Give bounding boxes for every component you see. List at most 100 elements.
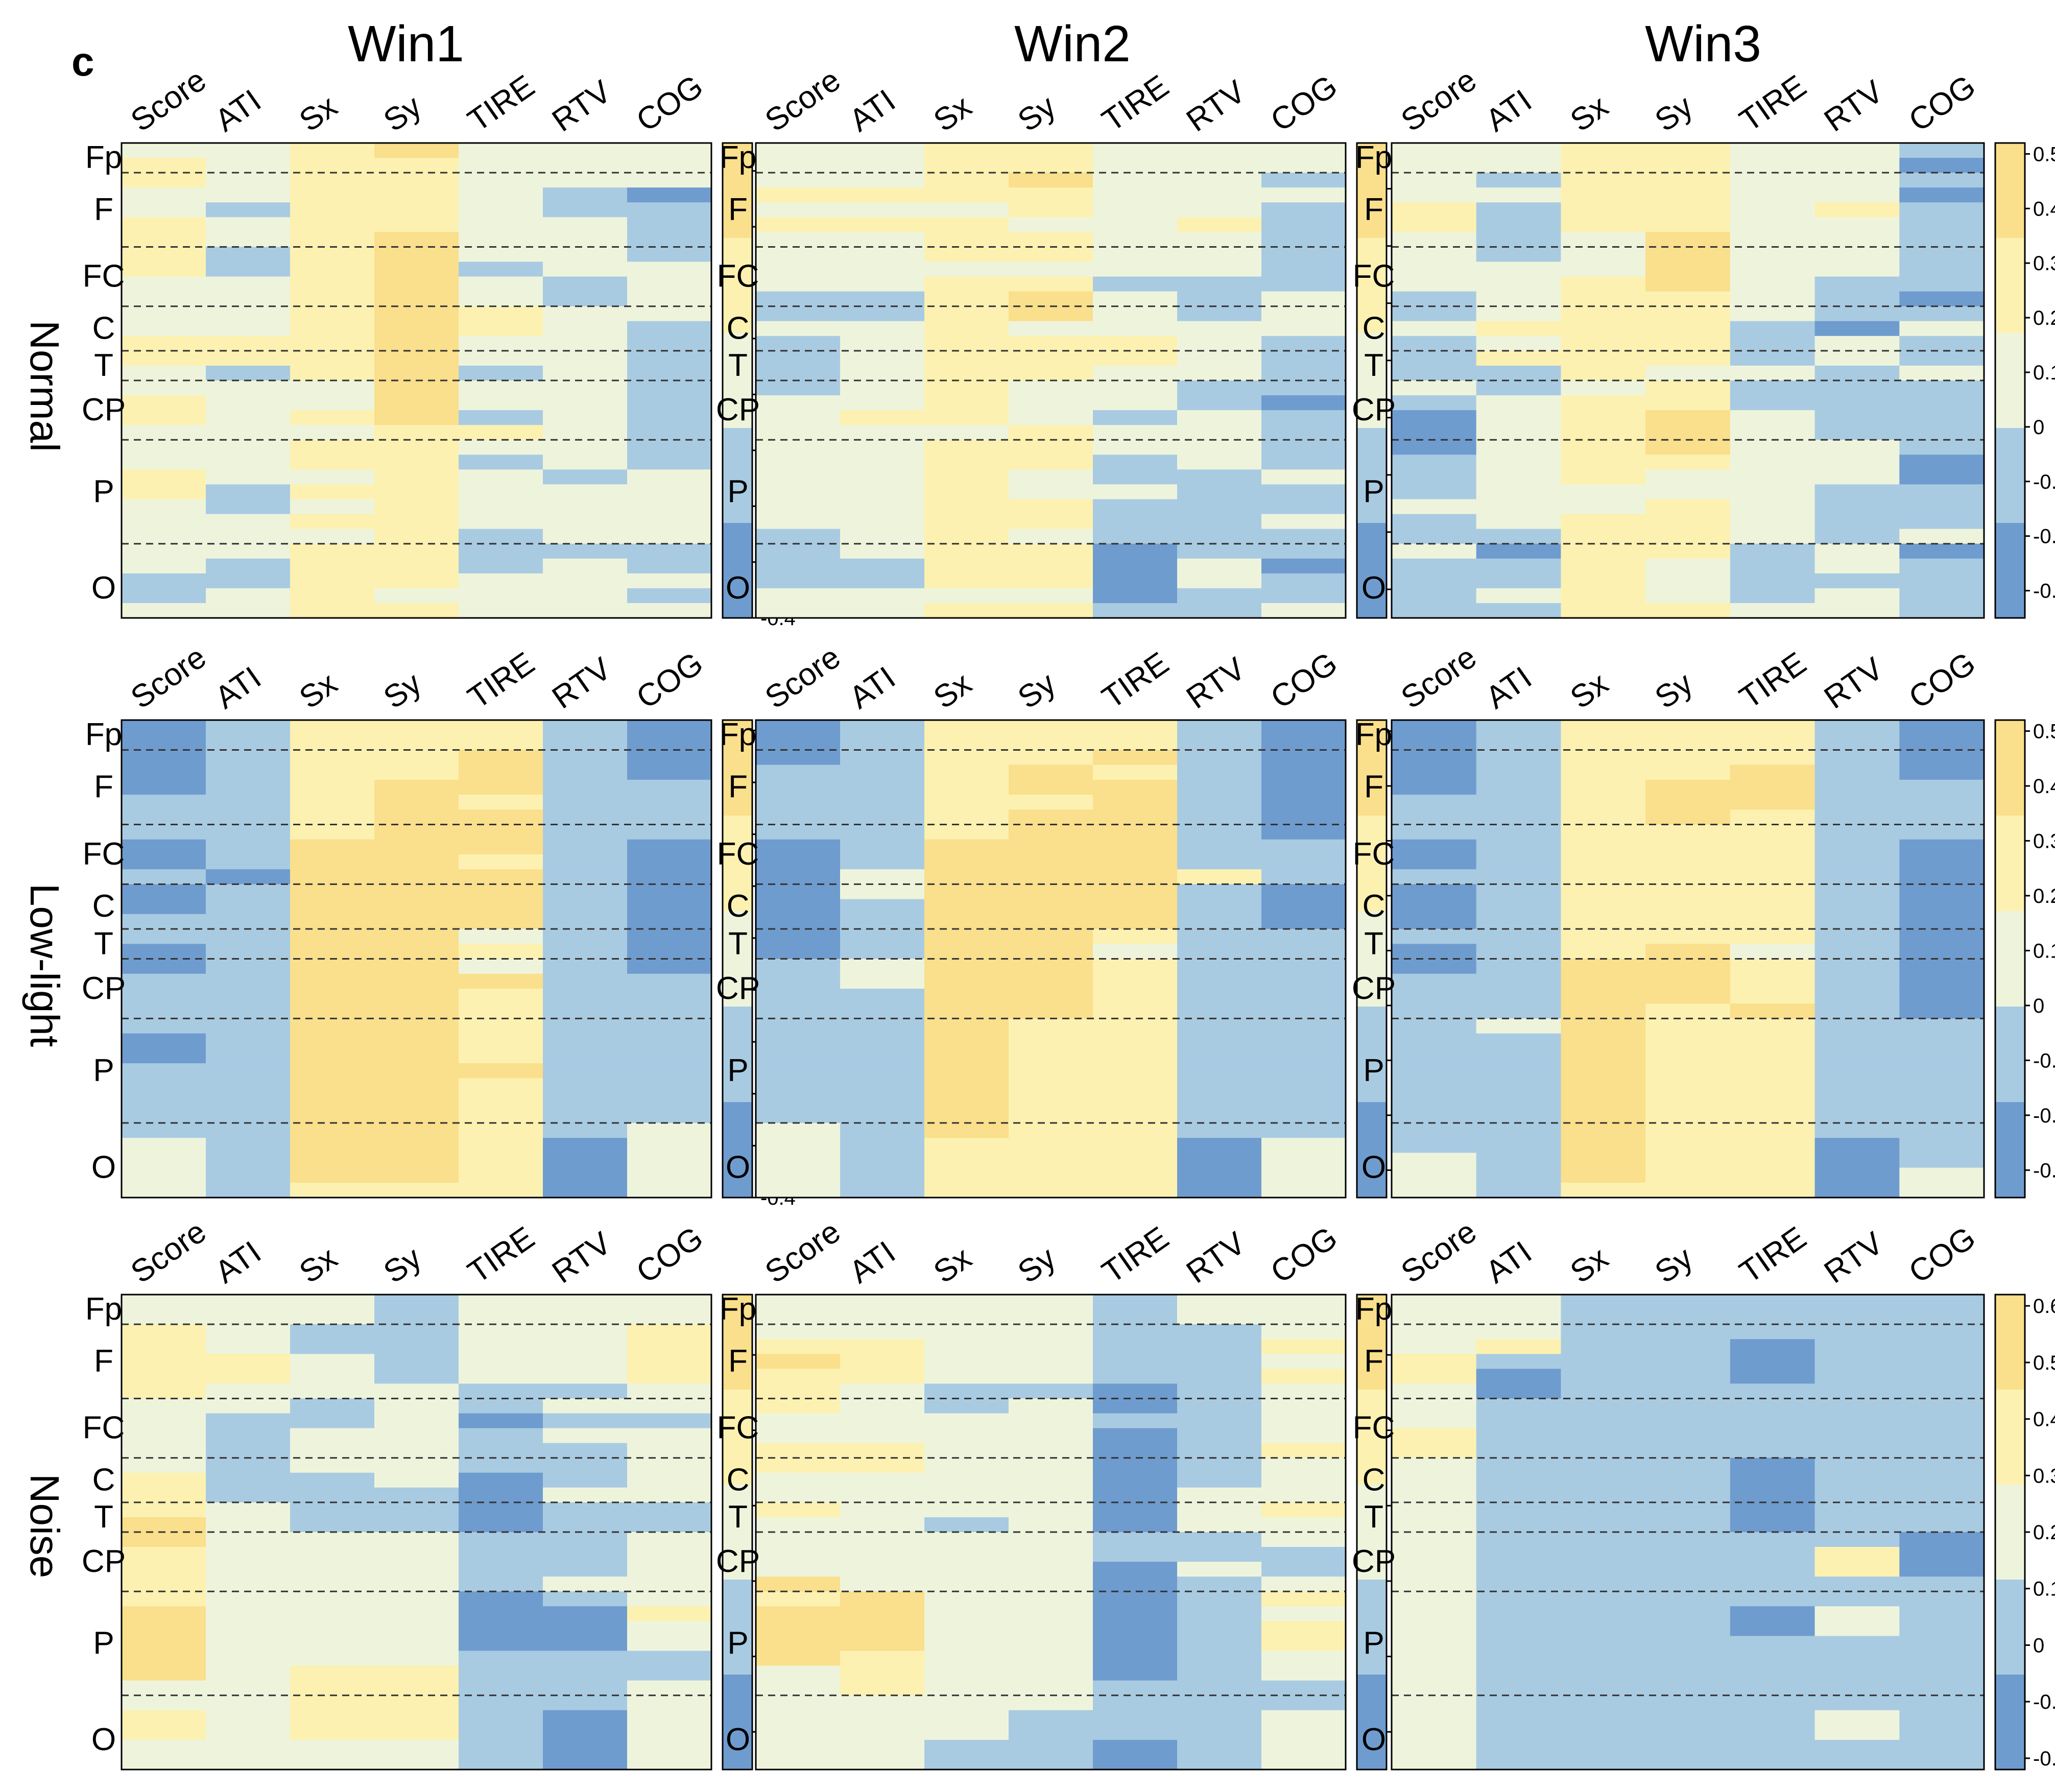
heatmap-cell [459, 1063, 543, 1079]
heatmap-cell [1814, 469, 1900, 485]
heatmap-cell [1392, 735, 1477, 751]
heatmap-cell [627, 573, 712, 589]
colorbar-tick-label: 0.2 [2033, 1521, 2055, 1544]
heatmap-cell [1645, 1621, 1731, 1637]
heatmap-cell [1093, 1383, 1178, 1399]
heatmap-cell [1561, 573, 1646, 589]
heatmap-cell [1009, 440, 1093, 455]
heatmap-cell [840, 336, 925, 351]
heatmap-cell [1476, 543, 1562, 559]
heatmap-cell [1261, 365, 1346, 381]
heatmap-cell [374, 1078, 459, 1094]
heatmap-cell [1645, 809, 1731, 825]
heatmap-cell [1899, 1182, 1985, 1198]
heatmap-cell [1009, 824, 1093, 840]
heatmap-cell [1177, 1048, 1262, 1064]
colorbar-tick-label: 0.3 [2033, 252, 2055, 275]
heatmap-cell [627, 1048, 712, 1064]
heatmap-cell [459, 1413, 543, 1429]
heatmap-cell [1009, 1003, 1093, 1019]
heatmap-cell [543, 1547, 628, 1562]
heatmap-cell [1177, 603, 1262, 618]
heatmap-cell [1177, 173, 1262, 188]
column-label-sy: Sy [377, 88, 428, 138]
heatmap-cell [1561, 261, 1646, 277]
column-label-sy: Sy [1012, 88, 1062, 138]
heatmap-cell [627, 824, 712, 840]
heatmap-cell [1093, 944, 1178, 960]
heatmap-cell [1645, 1591, 1731, 1607]
heatmap-cell [374, 1502, 459, 1518]
heatmap-cell [374, 187, 459, 203]
colorbar-band [723, 1295, 752, 1390]
heatmap-cell [459, 543, 543, 559]
heatmap-cell [122, 1517, 206, 1533]
heatmap-cell [1899, 1443, 1985, 1459]
heatmap-cell [924, 1502, 1009, 1518]
heatmap-cell [1009, 839, 1093, 855]
heatmap-cell [1899, 809, 1985, 825]
heatmap-cell [1476, 973, 1562, 989]
heatmap-cell [1009, 869, 1093, 885]
heatmap-cell [1645, 1078, 1731, 1094]
heatmap-cell [1561, 1383, 1646, 1399]
heatmap-cell [1561, 217, 1646, 232]
heatmap-cell [924, 306, 1009, 322]
heatmap-cell [1177, 959, 1262, 974]
heatmap-cell [1009, 1591, 1093, 1607]
heatmap-cell [374, 499, 459, 515]
heatmap-cell [1392, 884, 1477, 900]
heatmap-cell [1392, 1547, 1477, 1562]
heatmap-cell [290, 469, 375, 485]
heatmap-cell [1177, 543, 1262, 559]
heatmap-cell [1814, 720, 1900, 735]
heatmap-cell [290, 514, 375, 530]
heatmap-cell [1177, 1167, 1262, 1183]
heatmap-cell [1177, 720, 1262, 735]
column-label-tire: TIRE [1733, 68, 1812, 139]
heatmap-cell [122, 573, 206, 589]
heatmap-cell [459, 1725, 543, 1740]
heatmap-cell [1476, 839, 1562, 855]
heatmap-cell [1476, 395, 1562, 411]
heatmap-cell [1899, 1078, 1985, 1094]
heatmap-cell [1814, 1636, 1900, 1652]
heatmap-cell [1476, 158, 1562, 173]
column-label-sy: Sy [1012, 1240, 1062, 1290]
heatmap-cell [627, 336, 712, 351]
heatmap-cell [543, 1339, 628, 1354]
heatmap-cell [1561, 1369, 1646, 1384]
heatmap-cell [840, 944, 925, 960]
heatmap-cell [459, 1710, 543, 1726]
heatmap-cell [756, 350, 841, 366]
heatmap-cell [1261, 276, 1346, 292]
heatmap-cell [1561, 1033, 1646, 1049]
heatmap-cell [1261, 558, 1346, 574]
heatmap-cell [543, 276, 628, 292]
heatmap-cell [543, 1680, 628, 1696]
heatmap-cell [924, 455, 1009, 470]
heatmap-cell [1899, 1309, 1985, 1325]
heatmap-cell [840, 1487, 925, 1503]
heatmap-cell [206, 1472, 291, 1488]
heatmap-cell [374, 1428, 459, 1444]
heatmap-cell [1899, 973, 1985, 989]
heatmap-cell [627, 217, 712, 232]
heatmap-cell [1476, 1003, 1562, 1019]
heatmap-cell [290, 603, 375, 618]
heatmap-cell [1645, 1063, 1731, 1079]
heatmap-cell [459, 1309, 543, 1325]
heatmap-cell [374, 1532, 459, 1547]
region-label-c: C [727, 889, 750, 924]
heatmap-cell [1645, 143, 1731, 158]
heatmap-cell [840, 440, 925, 455]
heatmap-cell [627, 558, 712, 574]
colorbar-band [1357, 523, 1387, 618]
heatmap-cell [1392, 395, 1477, 411]
heatmap-panel-low-light-win3: ScoreATISxSyTIRERTVCOGFpFFCCTCPPO0.50.40… [1352, 639, 2055, 1199]
heatmap-cell [1814, 306, 1900, 322]
heatmap-cell [627, 187, 712, 203]
region-label-fc: FC [717, 837, 759, 872]
heatmap-cell [1730, 1621, 1815, 1637]
column-label-tire: TIRE [462, 1220, 541, 1291]
